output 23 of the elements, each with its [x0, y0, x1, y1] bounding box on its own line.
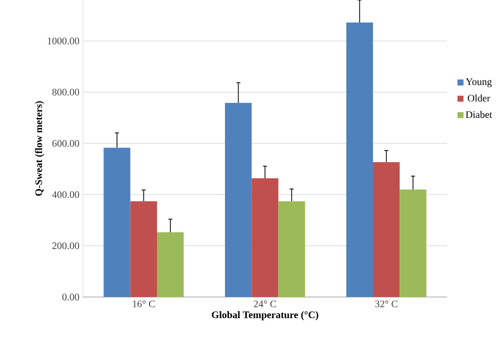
bar	[372, 162, 400, 297]
bar	[157, 232, 184, 297]
y-tick-label: 1000.00	[48, 38, 80, 44]
y-tick-label: 600.00	[52, 140, 80, 147]
y-tick-label: 0.00	[62, 294, 80, 300]
bar	[278, 201, 306, 297]
bar	[130, 201, 158, 297]
bar	[224, 102, 252, 297]
x-tick-label: 24° C	[254, 300, 276, 308]
bar	[104, 148, 130, 297]
bar	[400, 189, 426, 297]
bar	[252, 178, 278, 297]
x-tick-label: 32° C	[375, 300, 398, 308]
x-axis-title: Global Temperature (°C)	[212, 311, 318, 320]
legend-label: Diabet	[466, 110, 492, 118]
y-tick-label: 800.00	[52, 88, 80, 96]
legend-label: Older	[468, 94, 490, 102]
legend-label: Young	[466, 78, 492, 88]
bar	[346, 22, 373, 297]
x-tick-label: 16° C	[132, 300, 155, 308]
y-axis-title: Q-Sweat (flow meters)	[34, 101, 44, 196]
y-tick-label: 400.00	[52, 191, 80, 198]
y-tick-label: 200.00	[52, 242, 80, 250]
